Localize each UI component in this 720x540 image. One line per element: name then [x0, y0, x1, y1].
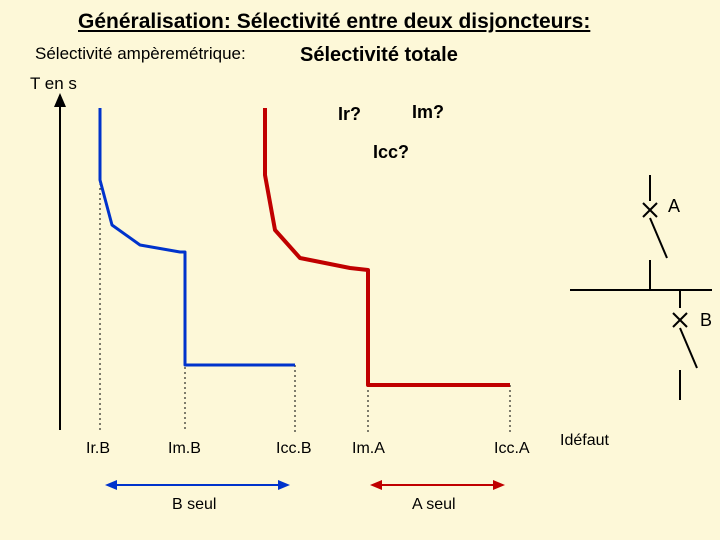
slide-root: Généralisation: Sélectivité entre deux d…: [0, 0, 720, 540]
breaker-label-b: B: [700, 310, 712, 331]
range-label: B seul: [172, 496, 216, 514]
breaker-label-a: A: [668, 196, 680, 217]
range-label: A seul: [412, 496, 456, 514]
x-label: Icc.B: [276, 440, 312, 458]
x-label: Ir.B: [86, 440, 110, 458]
x-label: Icc.A: [494, 440, 530, 458]
chart-svg: [0, 0, 720, 540]
x-label: Im.A: [352, 440, 385, 458]
x-label: Im.B: [168, 440, 201, 458]
x-label: Idéfaut: [560, 432, 609, 450]
